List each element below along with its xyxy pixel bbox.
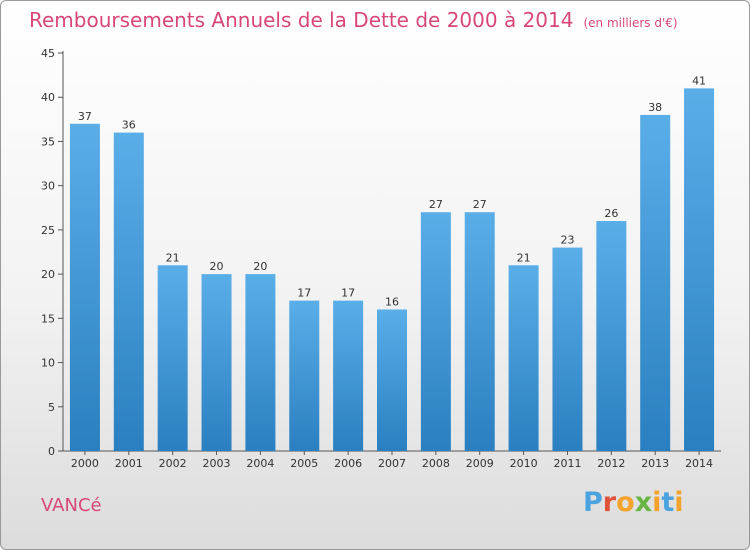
bar <box>289 300 320 451</box>
y-tick-label: 5 <box>48 401 55 414</box>
logo-letter: P <box>583 487 603 518</box>
logo-letter: r <box>602 487 617 518</box>
bar <box>377 309 407 451</box>
bar <box>157 265 188 451</box>
bar <box>640 114 671 452</box>
bar-value-label: 16 <box>385 295 399 308</box>
bar-value-label: 38 <box>648 101 662 114</box>
y-tick-label: 45 <box>41 47 55 60</box>
logo-letter: t <box>661 487 675 518</box>
bar-value-label: 26 <box>604 207 618 220</box>
x-tick-label: 2005 <box>290 457 318 470</box>
x-tick-label: 2012 <box>597 457 625 470</box>
bar-value-label: 27 <box>429 198 443 211</box>
x-tick-label: 2013 <box>641 457 669 470</box>
bar-value-label: 41 <box>692 74 706 87</box>
x-tick-label: 2003 <box>203 457 231 470</box>
logo-letter: i <box>652 487 662 518</box>
y-tick-label: 0 <box>48 445 55 458</box>
x-tick-label: 2009 <box>466 457 494 470</box>
x-tick-label: 2001 <box>115 457 143 470</box>
commune-name: VANCé <box>41 495 102 516</box>
bar <box>245 274 276 451</box>
y-tick-label: 20 <box>41 268 55 281</box>
bar <box>201 274 232 451</box>
bar-value-label: 37 <box>78 110 92 123</box>
logo-letter: o <box>616 487 635 518</box>
bar-value-label: 21 <box>166 251 180 264</box>
proxiti-logo: Proxiti <box>583 487 684 518</box>
chart-title-text: Remboursements Annuels de la Dette de 20… <box>29 8 574 32</box>
y-tick-label: 10 <box>41 357 55 370</box>
x-tick-label: 2006 <box>334 457 362 470</box>
x-tick-label: 2002 <box>159 457 187 470</box>
x-tick-label: 2008 <box>422 457 450 470</box>
y-tick-label: 15 <box>41 312 55 325</box>
y-tick-label: 30 <box>41 180 55 193</box>
y-tick-label: 25 <box>41 224 55 237</box>
bar-value-label: 21 <box>517 251 531 264</box>
bar-value-label: 23 <box>560 234 574 247</box>
logo-letter: i <box>674 487 684 518</box>
x-tick-label: 2007 <box>378 457 406 470</box>
chart-unit: (en milliers d'€) <box>583 16 678 30</box>
x-tick-label: 2000 <box>71 457 99 470</box>
x-tick-label: 2014 <box>685 457 713 470</box>
bar <box>113 132 144 451</box>
bar-value-label: 17 <box>341 287 355 300</box>
bar <box>333 300 364 451</box>
bar <box>684 88 715 451</box>
bar <box>69 123 100 451</box>
bar <box>508 265 539 451</box>
bar-value-label: 36 <box>122 119 136 132</box>
y-tick-label: 35 <box>41 135 55 148</box>
bar <box>464 212 495 451</box>
x-tick-label: 2004 <box>246 457 274 470</box>
bar-value-label: 20 <box>210 260 224 273</box>
bar-value-label: 20 <box>253 260 267 273</box>
bar <box>420 212 451 451</box>
bar-value-label: 27 <box>473 198 487 211</box>
x-tick-label: 2011 <box>553 457 581 470</box>
bar-value-label: 17 <box>297 287 311 300</box>
logo-letter: x <box>634 487 653 518</box>
chart-title: Remboursements Annuels de la Dette de 20… <box>29 8 678 32</box>
y-tick-label: 40 <box>41 91 55 104</box>
bar <box>596 221 627 451</box>
x-tick-label: 2010 <box>510 457 538 470</box>
bar <box>552 247 583 451</box>
